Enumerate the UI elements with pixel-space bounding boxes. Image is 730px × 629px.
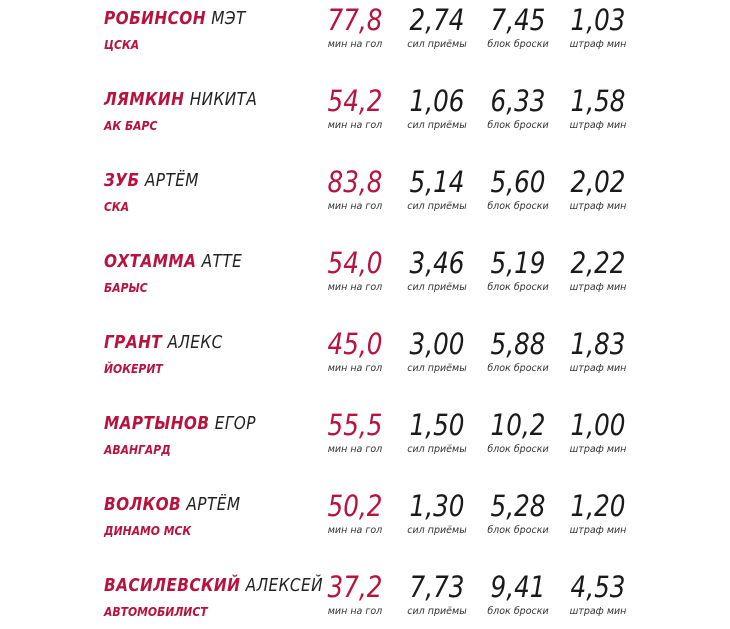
stat-label: сил приёмы — [407, 201, 467, 212]
player-surname: ВОЛКОВ — [104, 494, 182, 515]
stat-value: 1,20 — [570, 489, 626, 523]
player-team: БАРЫС — [104, 281, 148, 295]
player-name-line: РОБИНСОН МЭТ — [104, 8, 246, 29]
stat-value: 1,30 — [409, 489, 465, 523]
stat-label: штраф мин — [569, 201, 627, 212]
stat-label: сил приёмы — [407, 525, 467, 536]
player-name-line: ВОЛКОВ АРТЁМ — [104, 494, 240, 515]
stat-label: блок броски — [487, 282, 549, 293]
player-first-name: МЭТ — [211, 8, 246, 29]
player-surname: ЛЯМКИН — [104, 89, 185, 110]
stat-label: мин на гол — [327, 39, 383, 50]
player-surname: ЗУБ — [104, 170, 140, 191]
stat-value: 6,33 — [490, 84, 546, 118]
stat-value: 2,22 — [570, 246, 626, 280]
player-name-line: МАРТЫНОВ ЕГОР — [104, 413, 256, 434]
player-first-name: АЛЕКС — [167, 332, 223, 353]
player-first-name: АЛЕКСЕЙ — [245, 575, 323, 596]
stat-value: 50,2 — [327, 489, 383, 523]
stat-label: сил приёмы — [407, 606, 467, 617]
stat-value: 2,74 — [409, 3, 465, 37]
stat-label: блок броски — [487, 363, 549, 374]
player-first-name: НИКИТА — [189, 89, 258, 110]
stat-value: 1,06 — [409, 84, 465, 118]
stat-value: 45,0 — [327, 327, 383, 361]
player-team: АВАНГАРД — [104, 443, 171, 457]
stat-label: блок броски — [487, 201, 549, 212]
stat-value: 10,2 — [490, 408, 546, 442]
player-name-line: ОХТАММА АТТЕ — [104, 251, 242, 272]
stat-label: мин на гол — [327, 201, 383, 212]
player-first-name: АТТЕ — [201, 251, 243, 272]
stat-label: сил приёмы — [407, 282, 467, 293]
stat-label: штраф мин — [569, 39, 627, 50]
stat-value: 4,53 — [570, 570, 626, 604]
player-surname: ГРАНТ — [104, 332, 163, 353]
stat-value: 5,19 — [490, 246, 546, 280]
stat-value: 77,8 — [327, 3, 383, 37]
stat-value: 54,2 — [327, 84, 383, 118]
stat-value: 1,83 — [570, 327, 626, 361]
stat-label: сил приёмы — [407, 444, 467, 455]
stat-label: мин на гол — [327, 363, 383, 374]
stat-label: штраф мин — [569, 525, 627, 536]
stat-value: 37,2 — [327, 570, 383, 604]
stat-label: сил приёмы — [407, 39, 467, 50]
stat-label: штраф мин — [569, 444, 627, 455]
stat-value: 9,41 — [490, 570, 546, 604]
stat-value: 3,00 — [409, 327, 465, 361]
player-team: АВТОМОБИЛИСТ — [104, 605, 208, 619]
player-team: СКА — [104, 200, 130, 214]
stat-label: сил приёмы — [407, 120, 467, 131]
stat-value: 2,02 — [570, 165, 626, 199]
stat-value: 7,45 — [490, 3, 546, 37]
stat-label: мин на гол — [327, 282, 383, 293]
stat-value: 1,00 — [570, 408, 626, 442]
stat-value: 5,28 — [490, 489, 546, 523]
player-surname: МАРТЫНОВ — [104, 413, 210, 434]
stat-label: штраф мин — [569, 606, 627, 617]
stat-value: 54,0 — [327, 246, 383, 280]
player-team: ДИНАМО МСК — [104, 524, 192, 538]
stat-label: блок броски — [487, 606, 549, 617]
stat-value: 83,8 — [327, 165, 383, 199]
player-name-line: ГРАНТ АЛЕКС — [104, 332, 223, 353]
player-name-line: ЛЯМКИН НИКИТА — [104, 89, 257, 110]
stat-label: мин на гол — [327, 525, 383, 536]
stat-label: блок броски — [487, 39, 549, 50]
player-first-name: АРТЁМ — [144, 170, 199, 191]
stat-label: мин на гол — [327, 444, 383, 455]
player-team: АК БАРС — [104, 119, 158, 133]
player-name-line: ЗУБ АРТЁМ — [104, 170, 199, 191]
player-first-name: ЕГОР — [214, 413, 256, 434]
stat-value: 3,46 — [409, 246, 465, 280]
stat-label: блок броски — [487, 120, 549, 131]
stat-label: мин на гол — [327, 606, 383, 617]
stat-value: 5,60 — [490, 165, 546, 199]
player-name-line: ВАСИЛЕВСКИЙ АЛЕКСЕЙ — [104, 575, 323, 596]
stat-value: 5,14 — [409, 165, 465, 199]
stat-label: штраф мин — [569, 282, 627, 293]
player-surname: ВАСИЛЕВСКИЙ — [104, 575, 241, 596]
stat-label: блок броски — [487, 444, 549, 455]
stat-label: блок броски — [487, 525, 549, 536]
stat-value: 1,03 — [570, 3, 626, 37]
player-surname: ОХТАММА — [104, 251, 197, 272]
player-team: ЙОКЕРИТ — [104, 362, 163, 376]
stat-label: сил приёмы — [407, 363, 467, 374]
stat-label: штраф мин — [569, 363, 627, 374]
stat-label: мин на гол — [327, 120, 383, 131]
stat-value: 1,58 — [570, 84, 626, 118]
stat-value: 55,5 — [327, 408, 383, 442]
stat-value: 7,73 — [409, 570, 465, 604]
player-first-name: АРТЁМ — [186, 494, 241, 515]
stat-label: штраф мин — [569, 120, 627, 131]
stat-value: 5,88 — [490, 327, 546, 361]
player-surname: РОБИНСОН — [104, 8, 206, 29]
stat-value: 1,50 — [409, 408, 465, 442]
player-team: ЦСКА — [104, 38, 140, 52]
